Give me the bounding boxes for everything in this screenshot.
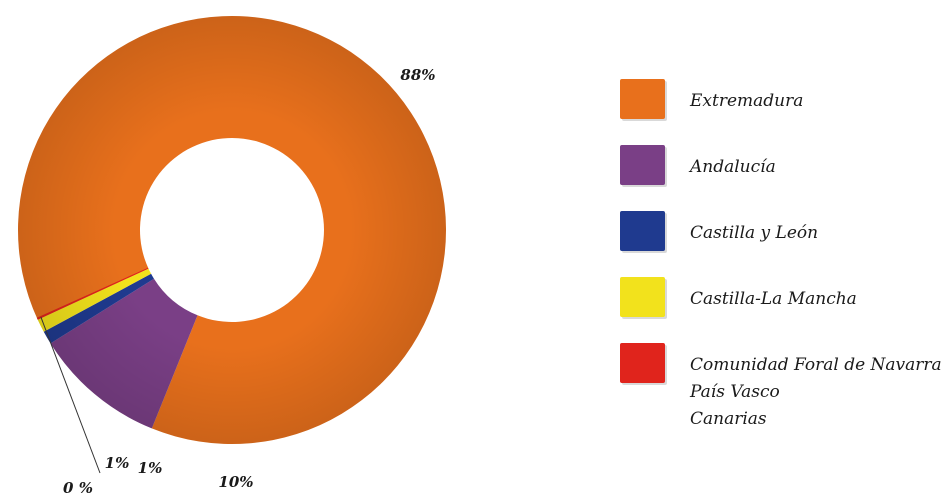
legend-label: País Vasco xyxy=(689,382,780,402)
legend-label: Castilla y León xyxy=(690,223,818,243)
legend-swatch xyxy=(620,277,665,317)
leader-lines xyxy=(40,316,101,474)
donut-slices xyxy=(18,16,447,445)
legend-swatch xyxy=(620,211,665,251)
percent-label-andalucia: 10% xyxy=(218,473,253,491)
legend-label: Castilla-La Mancha xyxy=(690,289,857,309)
percent-label-castilla-y-leon: 1% xyxy=(138,459,163,477)
legend-swatch xyxy=(620,343,665,383)
legend-item-castilla-la-mancha: Castilla-La Mancha xyxy=(620,277,857,319)
percent-label-extremadura: 88% xyxy=(400,66,435,84)
legend-swatch xyxy=(620,145,665,185)
legend-item-andalucia: Andalucía xyxy=(620,145,776,187)
legend: Extremadura Andalucía Castilla y León Casti… xyxy=(620,79,942,429)
legend-swatch xyxy=(620,79,665,119)
percent-labels: 88% 10% 1% 1% 0 % xyxy=(63,66,436,497)
legend-item-extremadura: Extremadura xyxy=(620,79,803,121)
percent-label-navarra: 0 % xyxy=(63,479,93,497)
legend-label: Canarias xyxy=(690,409,767,429)
legend-label: Andalucía xyxy=(688,157,776,177)
percent-label-castilla-la-mancha: 1% xyxy=(105,454,130,472)
legend-label: Comunidad Foral de Navarra xyxy=(690,355,942,375)
legend-item-comunidad-foral-de-navarra: Comunidad Foral de Navarra País Vasco Cana… xyxy=(620,343,942,429)
legend-label: Extremadura xyxy=(689,91,803,111)
leader-line-navarra xyxy=(40,316,101,474)
legend-item-castilla-y-leon: Castilla y León xyxy=(620,211,818,253)
